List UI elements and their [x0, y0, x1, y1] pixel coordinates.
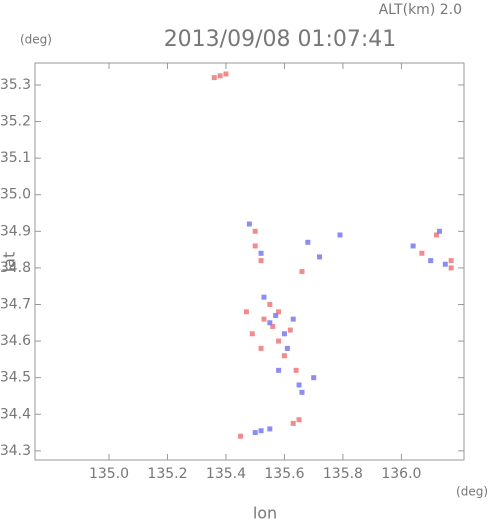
data-point: [436, 228, 442, 234]
data-point: [448, 258, 454, 264]
data-point: [434, 232, 440, 238]
data-point: [258, 250, 264, 256]
x-unit: (deg): [456, 485, 488, 499]
data-point: [293, 367, 299, 373]
data-point: [299, 389, 305, 395]
data-point: [337, 232, 343, 238]
data-point: [276, 309, 282, 315]
data-point: [258, 428, 264, 434]
y-tick-label: 34.6: [0, 333, 31, 349]
data-point: [410, 243, 416, 249]
data-point: [281, 353, 287, 359]
data-point: [270, 323, 276, 329]
y-tick-label: 34.3: [0, 443, 31, 459]
y-tick-label: 34.5: [0, 370, 31, 386]
data-point: [311, 375, 317, 381]
subtitle: ALT(km) 2.0: [379, 2, 462, 18]
y-unit: (deg): [20, 33, 52, 47]
data-point: [296, 382, 302, 388]
data-point: [276, 367, 282, 373]
x-tick-label: 135.4: [206, 466, 246, 482]
data-point: [267, 320, 273, 326]
data-point: [305, 239, 311, 245]
data-point: [252, 430, 258, 436]
data-point: [273, 312, 279, 318]
data-point: [238, 433, 244, 439]
y-tick-label: 35.0: [0, 187, 31, 203]
data-point: [442, 261, 448, 267]
data-point: [287, 327, 293, 333]
y-tick-label: 35.3: [0, 77, 31, 93]
data-point: [246, 221, 252, 227]
data-point: [419, 250, 425, 256]
data-point: [296, 417, 302, 423]
data-point: [258, 258, 264, 264]
data-point: [290, 420, 296, 426]
data-point: [261, 294, 267, 300]
data-point: [211, 75, 217, 81]
data-point: [448, 265, 454, 271]
y-axis-label: lat: [0, 252, 19, 273]
x-axis-label: lon: [253, 504, 277, 521]
y-tick-label: 34.8: [0, 260, 31, 276]
data-point: [217, 73, 223, 79]
x-tick-label: 135.6: [264, 466, 304, 482]
data-point: [249, 331, 255, 337]
data-point: [243, 309, 249, 315]
data-point: [267, 426, 273, 432]
plot-frame: [34, 62, 465, 461]
y-tick-label: 34.4: [0, 406, 31, 422]
data-point: [290, 316, 296, 322]
y-tick-label: 35.2: [0, 114, 31, 130]
chart-title: 2013/09/08 01:07:41: [164, 27, 397, 52]
data-point: [223, 71, 229, 77]
y-tick-label: 34.9: [0, 223, 31, 239]
data-point: [252, 228, 258, 234]
data-point: [276, 338, 282, 344]
data-point: [299, 269, 305, 275]
y-tick-label: 34.7: [0, 296, 31, 312]
x-tick-label: 135.0: [89, 466, 129, 482]
data-point: [252, 243, 258, 249]
data-point: [281, 331, 287, 337]
x-tick-label: 135.8: [323, 466, 363, 482]
x-tick-label: 135.2: [147, 466, 187, 482]
data-point: [284, 345, 290, 351]
data-point: [428, 258, 434, 264]
data-point: [267, 301, 273, 307]
data-point: [261, 316, 267, 322]
data-point: [317, 254, 323, 260]
y-tick-label: 35.1: [0, 150, 31, 166]
data-point: [258, 345, 264, 351]
x-tick-label: 136.0: [381, 466, 421, 482]
